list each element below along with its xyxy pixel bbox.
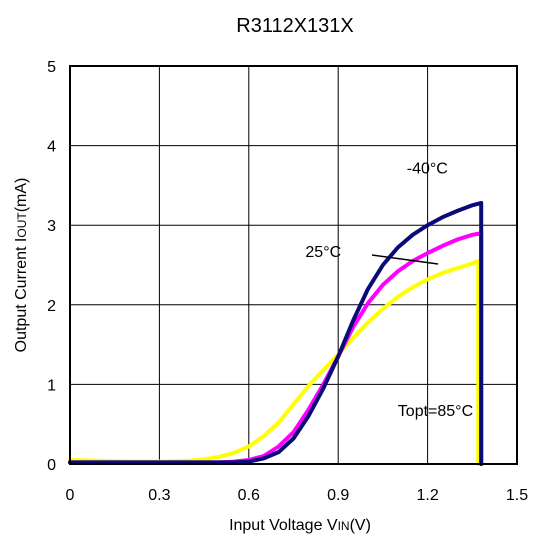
x-tick-label: 0.9 (327, 487, 349, 504)
x-axis-label-unit: (V) (350, 517, 371, 534)
y-axis-label-main: Output Current I (13, 238, 30, 353)
y-tick-label: 2 (47, 298, 56, 315)
series-line-1 (68, 231, 484, 466)
x-tick-labels: 0 0.3 0.6 0.9 1.2 1.5 (66, 487, 529, 504)
y-tick-label: 5 (47, 59, 56, 76)
y-tick-label: 4 (47, 139, 56, 156)
y-axis-label-subscript: OUT (15, 212, 29, 238)
x-axis-label-main: Input Voltage V (229, 517, 338, 534)
chart-title: R3112X131X (236, 15, 354, 37)
y-axis-label-unit: (mA) (13, 178, 30, 213)
annotation-label: -40°C (407, 160, 448, 177)
y-axis-label: Output Current IOUT(mA) (13, 178, 30, 353)
x-tick-label: 0 (66, 487, 75, 504)
annotation-label: Topt=85°C (398, 403, 473, 420)
x-axis-label-subscript: IN (338, 519, 350, 533)
x-tick-label: 1.5 (506, 487, 528, 504)
x-axis-label: Input Voltage VIN(V) (229, 517, 371, 534)
grid (70, 66, 517, 464)
y-tick-label: 0 (47, 457, 56, 474)
annotation-label: 25°C (305, 244, 341, 261)
y-tick-label: 3 (47, 218, 56, 235)
x-tick-label: 1.2 (416, 487, 438, 504)
x-tick-label: 0.6 (238, 487, 260, 504)
x-tick-label: 0.3 (148, 487, 170, 504)
plot-frame (69, 65, 518, 465)
annotation-leader-25c (371, 254, 439, 265)
series-layer (68, 200, 484, 466)
series-line-2 (68, 259, 481, 466)
annotations: -40°C 25°C Topt=85°C (305, 160, 473, 420)
y-tick-labels: 0 1 2 3 4 5 (47, 59, 56, 474)
series-line-0 (68, 200, 484, 466)
y-tick-label: 1 (47, 377, 56, 394)
